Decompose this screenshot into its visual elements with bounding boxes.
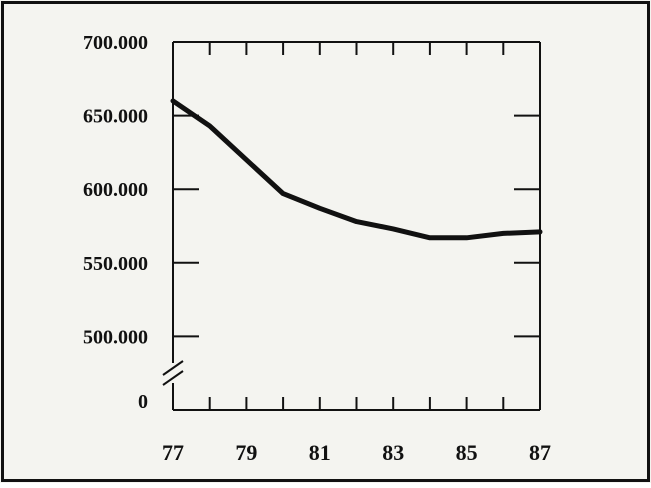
axis-break-mark-lower bbox=[162, 370, 184, 386]
y-tick-label: 650.000 bbox=[83, 106, 148, 128]
data-point bbox=[465, 236, 468, 239]
x-tick-label: 81 bbox=[309, 440, 331, 465]
x-tick-label: 77 bbox=[162, 440, 184, 465]
y-tick-label: 600.000 bbox=[83, 179, 148, 201]
data-point bbox=[172, 100, 174, 102]
data-point bbox=[502, 232, 505, 235]
data-point bbox=[208, 125, 211, 127]
y-tick-label: 550.000 bbox=[83, 253, 148, 275]
x-tick-label: 79 bbox=[235, 440, 257, 465]
x-tick-label: 83 bbox=[382, 440, 404, 465]
data-point bbox=[245, 158, 248, 161]
data-point bbox=[282, 192, 284, 195]
tick-labels: 700.000 650.000 600.000 550.000 500.000 0 77 79… bbox=[83, 32, 551, 465]
x-tick-label: 85 bbox=[456, 440, 478, 465]
y-tick-label: 500.000 bbox=[83, 326, 148, 348]
series-line bbox=[170, 98, 543, 241]
tick-marks bbox=[172, 41, 541, 410]
data-point bbox=[319, 207, 321, 210]
series-lines bbox=[170, 98, 543, 241]
data-point bbox=[392, 228, 395, 230]
data-point bbox=[355, 220, 358, 223]
y-tick-label-zero: 0 bbox=[138, 391, 148, 413]
data-point bbox=[429, 236, 431, 239]
axis-break-mark-upper bbox=[162, 360, 184, 376]
x-tick-label: 87 bbox=[529, 440, 551, 465]
data-point bbox=[539, 231, 541, 233]
y-tick-label: 700.000 bbox=[83, 32, 148, 54]
